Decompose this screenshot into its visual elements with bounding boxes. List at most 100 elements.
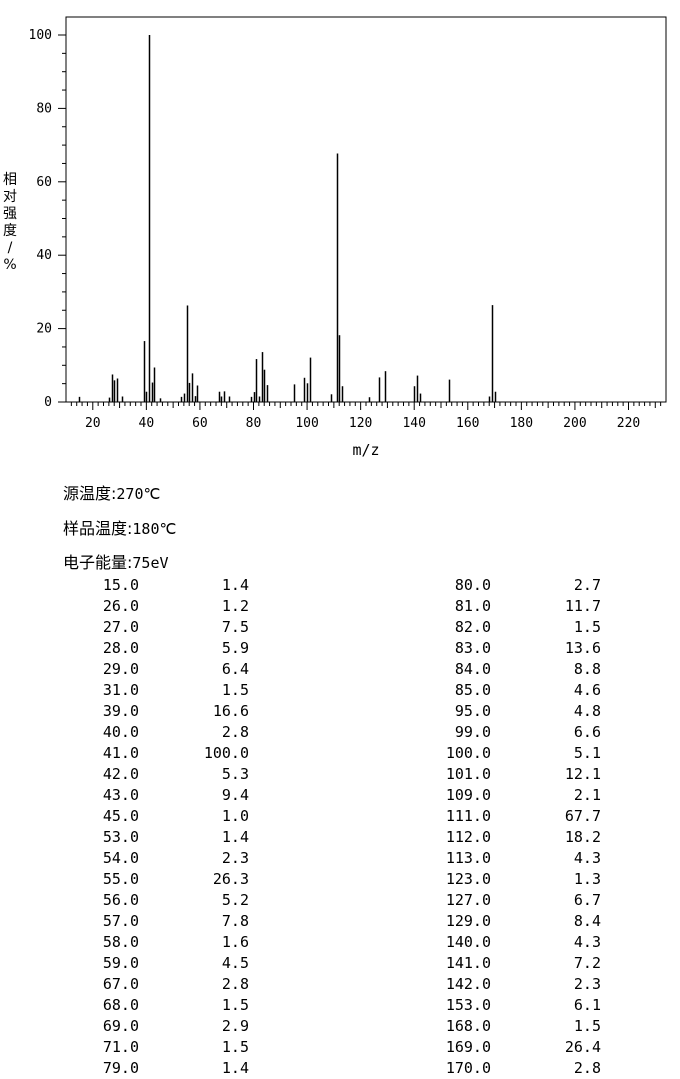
mz-cell: 168.0 [445, 1017, 491, 1035]
mz-cell: 15.0 [102, 576, 139, 594]
intensity-cell: 6.1 [573, 996, 601, 1014]
intensity-cell: 18.2 [564, 828, 601, 846]
table-row: 95.0 4.8 [0, 701, 680, 722]
plot-frame [65, 16, 667, 403]
table-row: 43.0 9.4 [0, 785, 680, 806]
intensity-cell: 1.4 [221, 828, 249, 846]
mz-cell: 109.0 [445, 786, 491, 804]
y-tick-label: 20 [36, 322, 52, 337]
mz-cell: 100.0 [445, 744, 491, 762]
mz-cell: 68.0 [102, 996, 139, 1014]
y-axis-label-char: % [3, 257, 17, 273]
source-temperature: 源温度:270℃ [63, 480, 160, 504]
intensity-cell: 1.5 [221, 996, 249, 1014]
table-row: 79.0 1.4 [0, 1058, 680, 1079]
table-row: 57.0 7.8 [0, 911, 680, 932]
mz-cell: 142.0 [445, 975, 491, 993]
x-axis-label: m/z [352, 441, 379, 459]
intensity-cell: 5.1 [573, 744, 601, 762]
table-row: 112.0 18.2 [0, 827, 680, 848]
x-tick-label: 20 [85, 416, 101, 431]
intensity-cell: 2.3 [221, 849, 249, 867]
intensity-cell: 13.6 [564, 639, 601, 657]
mz-cell: 41.0 [102, 744, 139, 762]
mz-cell: 26.0 [102, 597, 139, 615]
intensity-cell: 2.1 [573, 786, 601, 804]
intensity-cell: 4.3 [573, 933, 601, 951]
intensity-cell: 5.2 [221, 891, 249, 909]
table-row: 153.0 6.1 [0, 995, 680, 1016]
mz-cell: 95.0 [454, 702, 491, 720]
table-row: 84.0 8.8 [0, 659, 680, 680]
mz-cell: 129.0 [445, 912, 491, 930]
mz-cell: 81.0 [454, 597, 491, 615]
table-row: 123.0 1.3 [0, 869, 680, 890]
mz-cell: 153.0 [445, 996, 491, 1014]
table-row: 45.0 1.0 [0, 806, 680, 827]
intensity-cell: 1.5 [573, 1017, 601, 1035]
intensity-cell: 4.3 [573, 849, 601, 867]
x-tick-label: 140 [402, 416, 425, 431]
mz-cell: 54.0 [102, 849, 139, 867]
mz-cell: 28.0 [102, 639, 139, 657]
y-axis: 0 20 40 60 80 100 [29, 28, 66, 410]
mz-cell: 42.0 [102, 765, 139, 783]
x-tick-label: 60 [192, 416, 208, 431]
intensity-cell: 1.3 [573, 870, 601, 888]
intensity-cell: 6.6 [573, 723, 601, 741]
intensity-cell: 12.1 [564, 765, 601, 783]
intensity-cell: 8.8 [573, 660, 601, 678]
intensity-cell: 1.5 [221, 1038, 249, 1056]
intensity-cell: 1.4 [221, 1059, 249, 1077]
mz-cell: 59.0 [102, 954, 139, 972]
table-row: 140.0 4.3 [0, 932, 680, 953]
intensity-cell: 2.7 [573, 576, 601, 594]
intensity-cell: 2.3 [573, 975, 601, 993]
table-row: 83.0 13.6 [0, 638, 680, 659]
table-row: 39.0 16.6 [0, 701, 680, 722]
intensity-cell: 2.8 [573, 1059, 601, 1077]
intensity-cell: 2.8 [221, 723, 249, 741]
mz-cell: 55.0 [102, 870, 139, 888]
mz-cell: 99.0 [454, 723, 491, 741]
mz-cell: 67.0 [102, 975, 139, 993]
table-row: 27.0 7.5 [0, 617, 680, 638]
x-tick-label: 200 [563, 416, 586, 431]
intensity-cell: 7.2 [573, 954, 601, 972]
table-row: 67.0 2.8 [0, 974, 680, 995]
table-row: 170.0 2.8 [0, 1058, 680, 1079]
table-row: 15.0 1.4 [0, 575, 680, 596]
intensity-cell: 5.3 [221, 765, 249, 783]
y-axis-label-char: 度 [3, 223, 17, 239]
table-row: 68.0 1.5 [0, 995, 680, 1016]
source-temp-label: 源温度: [63, 484, 117, 503]
y-axis-label-char: 相 [3, 172, 17, 188]
mz-cell: 123.0 [445, 870, 491, 888]
table-row: 29.0 6.4 [0, 659, 680, 680]
mz-cell: 39.0 [102, 702, 139, 720]
mz-cell: 113.0 [445, 849, 491, 867]
mz-cell: 80.0 [454, 576, 491, 594]
intensity-cell: 4.5 [221, 954, 249, 972]
sample-temperature: 样品温度:180℃ [63, 515, 176, 539]
intensity-cell: 4.8 [573, 702, 601, 720]
table-row: 31.0 1.5 [0, 680, 680, 701]
sample-temp-value: 180℃ [132, 520, 177, 538]
energy-value: 75eV [132, 554, 169, 572]
mz-cell: 170.0 [445, 1059, 491, 1077]
mz-cell: 112.0 [445, 828, 491, 846]
table-row: 113.0 4.3 [0, 848, 680, 869]
y-axis-label-char: / [7, 240, 13, 256]
table-row: 142.0 2.3 [0, 974, 680, 995]
y-axis-label: 相对强度 /% [2, 172, 18, 274]
intensity-cell: 26.3 [212, 870, 249, 888]
intensity-cell: 5.9 [221, 639, 249, 657]
x-tick-label: 160 [456, 416, 479, 431]
intensity-cell: 1.4 [221, 576, 249, 594]
table-row: 100.0 5.1 [0, 743, 680, 764]
x-tick-label: 220 [617, 416, 640, 431]
mz-cell: 83.0 [454, 639, 491, 657]
x-tick-label: 180 [510, 416, 533, 431]
intensity-cell: 8.4 [573, 912, 601, 930]
